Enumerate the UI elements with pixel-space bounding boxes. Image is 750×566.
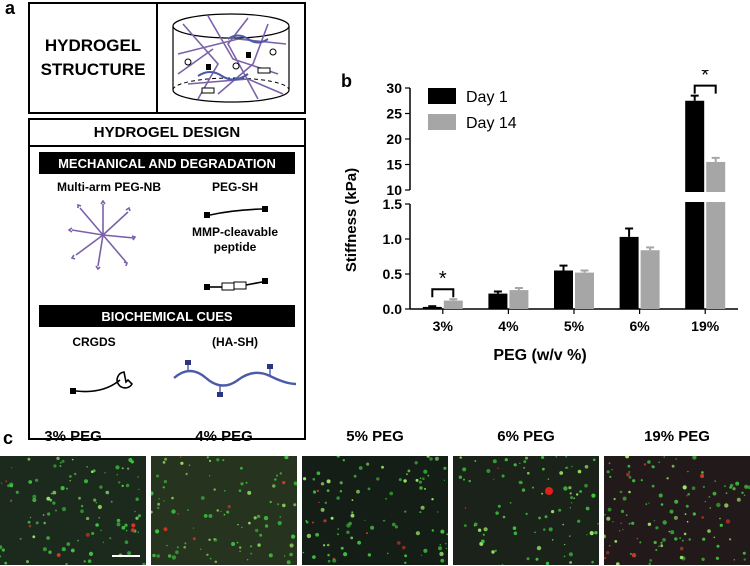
- mmp-label-line-2: peptide: [213, 240, 257, 254]
- panel-b-label: b: [341, 71, 352, 91]
- y-tick-label: 20: [386, 131, 402, 147]
- legend-swatch: [428, 88, 456, 104]
- design-title: HYDROGEL DESIGN: [93, 124, 241, 141]
- bar: [488, 293, 508, 309]
- significance-star: *: [439, 268, 447, 290]
- crgds-label: CRGDS: [72, 335, 116, 349]
- micrograph-label-6: 6% PEG: [497, 428, 555, 445]
- micrograph-6-percent: [453, 456, 599, 565]
- bar: [509, 290, 529, 309]
- multiarm-peg-nb-icon: [68, 200, 137, 270]
- bar: [640, 250, 660, 309]
- x-tick-label: 19%: [691, 318, 720, 334]
- crgds-icon: [70, 371, 134, 394]
- y-tick-label: 30: [386, 80, 402, 96]
- multiarm-peg-nb-label: Multi-arm PEG-NB: [56, 180, 161, 194]
- micrograph-label-3: 3% PEG: [44, 428, 102, 445]
- stiffness-bar-chart: Stiffness (kPa) PEG (w/v %) 0.0 0.5 1.0 1.5…: [343, 70, 739, 364]
- bar: [619, 236, 639, 309]
- bar: [575, 272, 594, 309]
- structure-title-line-1: HYDROGEL: [44, 36, 142, 55]
- y-tick-label: 10: [386, 182, 402, 198]
- design-title-divider: [30, 145, 304, 147]
- structure-title-line-2: STRUCTURE: [40, 60, 146, 79]
- y-tick-label: 25: [386, 106, 402, 122]
- legend-swatch: [428, 114, 456, 130]
- legend-label: Day 14: [466, 115, 517, 132]
- mmp-label-line-1: MMP-cleavable: [191, 225, 279, 239]
- x-tick-label: 6%: [629, 318, 650, 334]
- peg-sh-icon: [204, 206, 268, 218]
- hydrogel-design-box: HYDROGEL DESIGN MECHANICAL AND DEGRADATI…: [28, 118, 306, 440]
- x-axis-label: PEG (w/v %): [493, 347, 586, 364]
- micrograph-label-19: 19% PEG: [644, 428, 710, 445]
- significance-bracket: [693, 84, 717, 94]
- micrograph-19-percent: [604, 456, 750, 565]
- bar: [706, 161, 726, 309]
- biochemical-cues-header: BIOCHEMICAL CUES: [39, 305, 295, 327]
- structure-title-box: HYDROGEL STRUCTURE: [28, 2, 158, 114]
- mmp-peptide-label: MMP-cleavable peptide: [180, 225, 290, 255]
- hydrogel-cylinder-box: [156, 2, 306, 114]
- y-axis-label: Stiffness (kPa): [343, 168, 360, 272]
- significance-star: *: [701, 70, 709, 87]
- y-tick-label: 1.0: [383, 231, 403, 247]
- y-tick-label: 1.5: [383, 196, 403, 212]
- bar: [443, 300, 463, 309]
- bar: [554, 270, 573, 309]
- significance-bracket: [431, 288, 455, 298]
- bar: [422, 306, 442, 309]
- axis-break-gap: [411, 192, 739, 202]
- y-tick-label: 0.5: [383, 266, 403, 282]
- mechanical-degradation-header: MECHANICAL AND DEGRADATION: [39, 152, 295, 174]
- micrograph-label-4: 4% PEG: [195, 428, 253, 445]
- mmp-peptide-icon: [204, 278, 268, 291]
- legend-label: Day 1: [466, 89, 508, 106]
- micrograph-4-percent: [151, 456, 297, 565]
- ha-sh-label: (HA-SH): [212, 335, 258, 349]
- y-tick-label: 15: [386, 157, 402, 173]
- bar: [685, 100, 705, 309]
- peg-sh-label: PEG-SH: [211, 180, 258, 194]
- y-tick-label: 0.0: [383, 301, 403, 317]
- x-tick-label: 5%: [564, 318, 585, 334]
- x-tick-label: 3%: [433, 318, 454, 334]
- hydrogel-cylinder-illustration: [172, 13, 290, 103]
- micrograph-5-percent: [302, 456, 448, 565]
- ha-sh-icon: [173, 360, 297, 397]
- micrograph-label-5: 5% PEG: [346, 428, 404, 445]
- x-tick-label: 4%: [498, 318, 519, 334]
- panel-a-label: a: [5, 0, 16, 18]
- micrograph-3-percent: [0, 456, 146, 565]
- panel-c-label: c: [3, 428, 14, 448]
